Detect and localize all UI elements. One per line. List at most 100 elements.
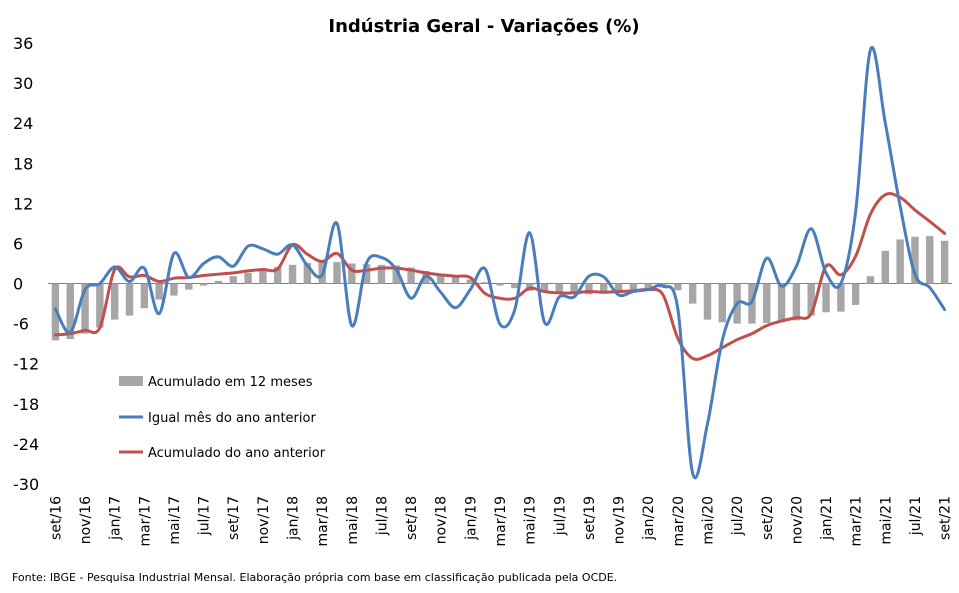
x-tick-label: jan/18 xyxy=(286,496,302,541)
x-tick-label: mai/18 xyxy=(345,496,361,545)
y-tick-label: 18 xyxy=(13,154,33,173)
bar-acumulado-12-meses xyxy=(244,272,252,284)
bar-acumulado-12-meses xyxy=(140,283,149,309)
bar-acumulado-12-meses xyxy=(110,283,119,320)
bar-acumulado-12-meses xyxy=(629,283,638,292)
bar-acumulado-12-meses xyxy=(125,283,134,316)
bar-acumulado-12-meses xyxy=(377,264,386,284)
bar-acumulado-12-meses xyxy=(555,283,563,294)
bar-acumulado-12-meses xyxy=(451,276,460,284)
bar-acumulado-12-meses xyxy=(229,276,237,284)
y-tick-label: -18 xyxy=(13,395,39,414)
y-tick-label: 0 xyxy=(13,275,23,294)
x-tick-label: mar/21 xyxy=(849,496,865,547)
bar-acumulado-12-meses xyxy=(155,283,163,300)
bar-acumulado-12-meses xyxy=(511,283,519,289)
y-tick-label: 30 xyxy=(13,74,33,93)
legend-swatch-bar xyxy=(119,376,143,386)
bar-acumulado-12-meses xyxy=(911,236,919,284)
bar-acumulado-12-meses xyxy=(718,283,726,323)
x-tick-label: jan/20 xyxy=(641,496,657,541)
x-tick-label: jul/20 xyxy=(730,496,746,536)
x-tick-label: set/18 xyxy=(404,496,420,540)
y-tick-label: -24 xyxy=(13,435,39,454)
legend-label-bar: Acumulado em 12 meses xyxy=(148,375,313,390)
x-tick-label: mai/17 xyxy=(167,496,183,545)
x-axis-ticks: set/16 nov/16 jan/17 mar/17 mai/17 jul/17 set/… xyxy=(48,496,953,547)
y-tick-label: -12 xyxy=(13,355,39,374)
bar-acumulado-12-meses xyxy=(185,283,193,290)
y-tick-label: -30 xyxy=(13,475,39,494)
x-tick-label: nov/18 xyxy=(434,496,450,544)
line-acumulado-ano-anterior xyxy=(53,192,947,361)
bar-acumulado-12-meses xyxy=(600,283,608,294)
bar-acumulado-12-meses xyxy=(822,283,830,313)
x-tick-label: set/21 xyxy=(938,496,954,540)
bar-acumulado-12-meses xyxy=(170,283,178,296)
y-tick-label: 12 xyxy=(13,194,33,213)
x-tick-label: jul/18 xyxy=(374,496,390,536)
bar-acumulado-12-meses xyxy=(851,283,860,305)
x-tick-label: jul/19 xyxy=(552,496,568,536)
bar-acumulado-12-meses xyxy=(496,283,504,286)
bar-acumulado-12-meses xyxy=(940,240,949,284)
x-tick-label: nov/17 xyxy=(256,496,272,544)
bar-acumulado-12-meses xyxy=(570,283,578,295)
line-igual-mes-ano-anterior xyxy=(53,45,947,480)
x-tick-label: nov/20 xyxy=(789,496,805,544)
bar-acumulado-12-meses xyxy=(288,264,297,284)
x-tick-label: jan/19 xyxy=(463,496,479,541)
x-tick-label: mai/19 xyxy=(523,496,539,545)
bar-acumulado-12-meses xyxy=(777,283,786,322)
y-tick-label: 6 xyxy=(13,234,23,253)
bar-acumulado-12-meses xyxy=(688,283,697,304)
chart-title: Indústria Geral - Variações (%) xyxy=(328,16,639,37)
bar-acumulado-12-meses xyxy=(866,276,875,284)
bar-acumulado-12-meses xyxy=(896,239,904,284)
source-note: Fonte: IBGE - Pesquisa Industrial Mensal… xyxy=(12,571,617,584)
bar-acumulado-12-meses xyxy=(214,280,223,284)
bar-acumulado-12-meses xyxy=(66,283,74,340)
bar-acumulado-12-meses xyxy=(259,269,267,284)
x-tick-label: set/19 xyxy=(582,496,598,540)
bar-acumulado-12-meses xyxy=(407,267,415,284)
bar-acumulado-12-meses xyxy=(926,236,934,284)
bar-acumulado-12-meses xyxy=(199,283,208,286)
bar-acumulado-12-meses xyxy=(807,283,815,316)
y-tick-label: 36 xyxy=(13,34,33,53)
y-tick-label: -6 xyxy=(13,315,29,334)
x-tick-label: set/17 xyxy=(226,496,242,540)
bar-acumulado-12-meses xyxy=(792,283,801,321)
x-tick-label: set/16 xyxy=(48,496,64,540)
x-tick-label: jan/17 xyxy=(108,496,124,541)
bar-acumulado-12-meses xyxy=(644,283,652,290)
bar-acumulado-12-meses xyxy=(81,283,89,334)
legend-label-blue-line: Igual mês do ano anterior xyxy=(148,411,316,426)
bar-acumulado-12-meses xyxy=(881,250,890,284)
x-tick-label: mar/17 xyxy=(137,496,153,547)
x-tick-label: jul/17 xyxy=(197,496,213,536)
bar-acumulado-12-meses xyxy=(540,283,549,293)
x-tick-label: mar/19 xyxy=(493,496,509,547)
bar-acumulado-12-meses xyxy=(437,273,445,284)
legend-label-red-line: Acumulado do ano anterior xyxy=(148,446,326,461)
bar-acumulado-12-meses xyxy=(466,279,475,284)
y-tick-label: 24 xyxy=(13,114,33,133)
bar-acumulado-12-meses xyxy=(674,283,682,291)
bar-acumulado-12-meses xyxy=(837,283,845,312)
bar-acumulado-12-meses xyxy=(274,266,282,284)
bar-acumulado-12-meses xyxy=(303,262,312,284)
bar-acumulado-12-meses xyxy=(614,283,623,293)
x-tick-label: nov/19 xyxy=(612,496,628,544)
x-tick-label: mar/18 xyxy=(315,496,331,547)
bar-acumulado-12-meses xyxy=(481,282,489,284)
y-axis-ticks: 36 30 24 18 12 6 0 -6 -12 -18 -24 -30 xyxy=(13,34,39,494)
legend: Acumulado em 12 meses Igual mês do ano a… xyxy=(119,375,326,461)
x-tick-label: mar/20 xyxy=(671,496,687,547)
bar-acumulado-12-meses xyxy=(362,264,371,284)
bar-acumulado-12-meses xyxy=(348,263,356,284)
bar-acumulado-12-meses xyxy=(703,283,712,320)
bar-acumulado-12-meses xyxy=(96,283,104,328)
bar-acumulado-12-meses xyxy=(392,265,400,284)
